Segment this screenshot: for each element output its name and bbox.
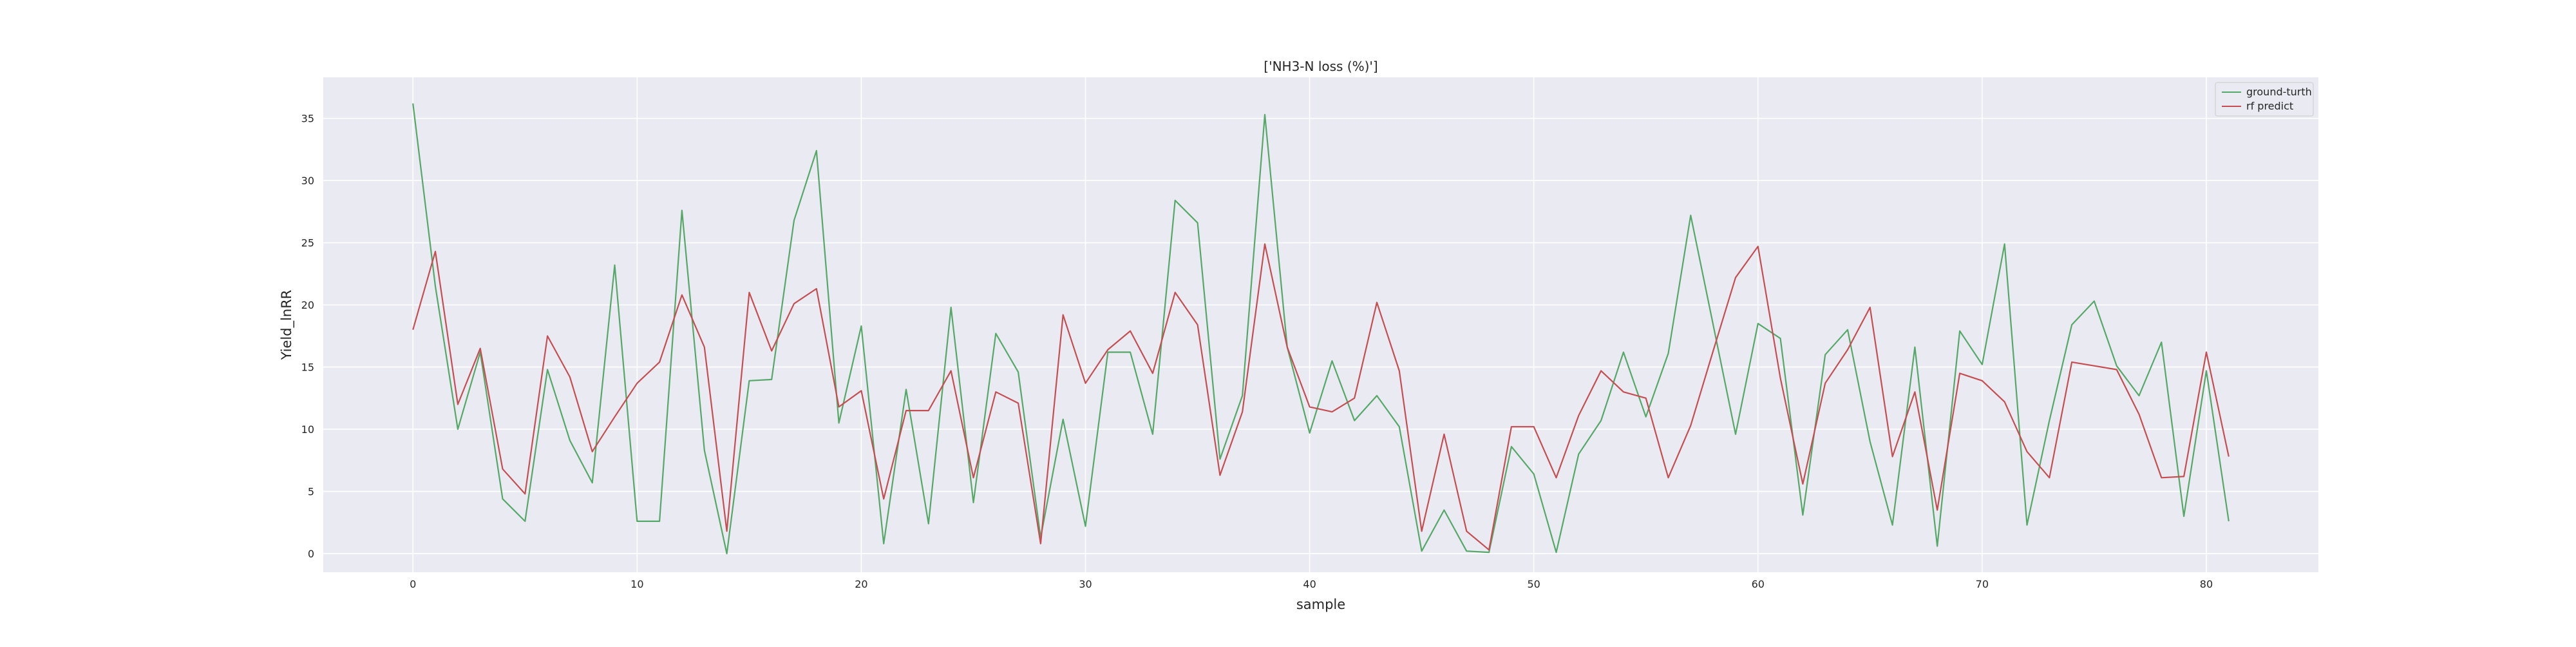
- legend-box: [2215, 82, 2314, 117]
- chart-title: ['NH3-N loss (%)']: [1264, 59, 1378, 74]
- y-tick-label: 5: [308, 486, 314, 498]
- x-tick-label: 70: [1976, 578, 1989, 590]
- x-tick-label: 60: [1752, 578, 1765, 590]
- grid-lines: [323, 77, 2318, 572]
- series-line-rf-predict: [412, 243, 2230, 551]
- y-tick-label: 30: [301, 175, 314, 187]
- x-axis-label: sample: [1296, 597, 1345, 612]
- y-axis-ticks: 0 5 10 15 20 25 30 35: [301, 113, 314, 560]
- x-tick-label: 0: [410, 578, 416, 590]
- y-tick-label: 15: [301, 362, 314, 374]
- legend-label-ground-turth: ground-turth: [2246, 86, 2312, 98]
- y-tick-label: 0: [308, 548, 314, 560]
- x-tick-label: 40: [1303, 578, 1316, 590]
- x-tick-label: 50: [1528, 578, 1540, 590]
- series-lines: [412, 103, 2230, 555]
- y-tick-label: 35: [301, 113, 314, 125]
- y-tick-label: 20: [301, 299, 314, 311]
- y-tick-label: 25: [301, 237, 314, 249]
- y-tick-label: 10: [301, 423, 314, 436]
- x-axis-ticks: 0 10 20 30 40 50 60 70 80: [410, 578, 2213, 590]
- x-tick-label: 20: [855, 578, 867, 590]
- legend: ground-turth rf predict: [2215, 82, 2314, 117]
- plot-area: [323, 77, 2318, 572]
- x-tick-label: 80: [2200, 578, 2213, 590]
- x-tick-label: 10: [630, 578, 643, 590]
- series-line-ground-turth: [412, 103, 2230, 555]
- y-axis-label: Yield_lnRR: [279, 290, 295, 361]
- legend-label-rf-predict: rf predict: [2246, 100, 2293, 112]
- x-tick-label: 30: [1079, 578, 1092, 590]
